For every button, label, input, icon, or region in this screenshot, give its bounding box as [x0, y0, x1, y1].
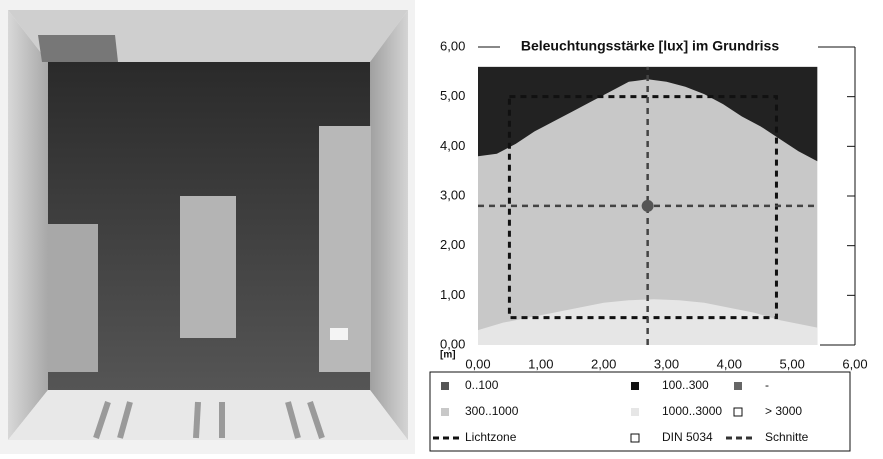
legend-label: 1000..3000 [662, 404, 722, 418]
legend-symbol [733, 407, 743, 417]
legend-label: 100..300 [662, 378, 709, 392]
legend-symbol [441, 408, 449, 416]
legend-symbol [441, 382, 449, 390]
legend-box [429, 371, 851, 452]
chart: 0,00 1,00 2,00 3,00 4,00 5,00 6,00 0,00 1,00 2,00… [429, 38, 868, 452]
legend-symbol [630, 433, 640, 443]
y-tick-label: 1,00 [440, 287, 465, 302]
legend-symbol [631, 408, 639, 416]
legend-label: 300..1000 [465, 404, 519, 418]
x-tick-label: 6,00 [842, 356, 867, 371]
chart-title: Beleuchtungsstärke [lux] im Grundriss [521, 38, 779, 54]
legend-label: - [765, 378, 769, 392]
y-tick-label: 4,00 [440, 138, 465, 153]
y-tick-label: 3,00 [440, 187, 465, 202]
x-tick-label: 5,00 [780, 356, 805, 371]
legend-label: DIN 5034 [662, 430, 713, 444]
legend-label: Lichtzone [465, 430, 517, 444]
cut-point [641, 199, 654, 212]
y-tick-label: 2,00 [440, 237, 465, 252]
legend-symbol [734, 382, 742, 390]
x-tick-label: 1,00 [528, 356, 553, 371]
legend-label: > 3000 [765, 404, 802, 418]
y-tick-label: 5,00 [440, 88, 465, 103]
y-tick-label: 6,00 [440, 38, 465, 53]
x-tick-label: 2,00 [591, 356, 616, 371]
x-tick-label: 4,00 [717, 356, 742, 371]
y-tick-label: 0,00 [440, 336, 465, 351]
legend-label: 0..100 [465, 378, 499, 392]
unit-label: [m] [440, 350, 456, 361]
x-tick-label: 0,00 [465, 356, 490, 371]
x-tick-label: 3,00 [654, 356, 679, 371]
legend-label: Schnitte [765, 430, 809, 444]
illuminance-zone [478, 66, 818, 162]
room-rendering [0, 0, 415, 454]
legend-symbol [631, 382, 639, 390]
